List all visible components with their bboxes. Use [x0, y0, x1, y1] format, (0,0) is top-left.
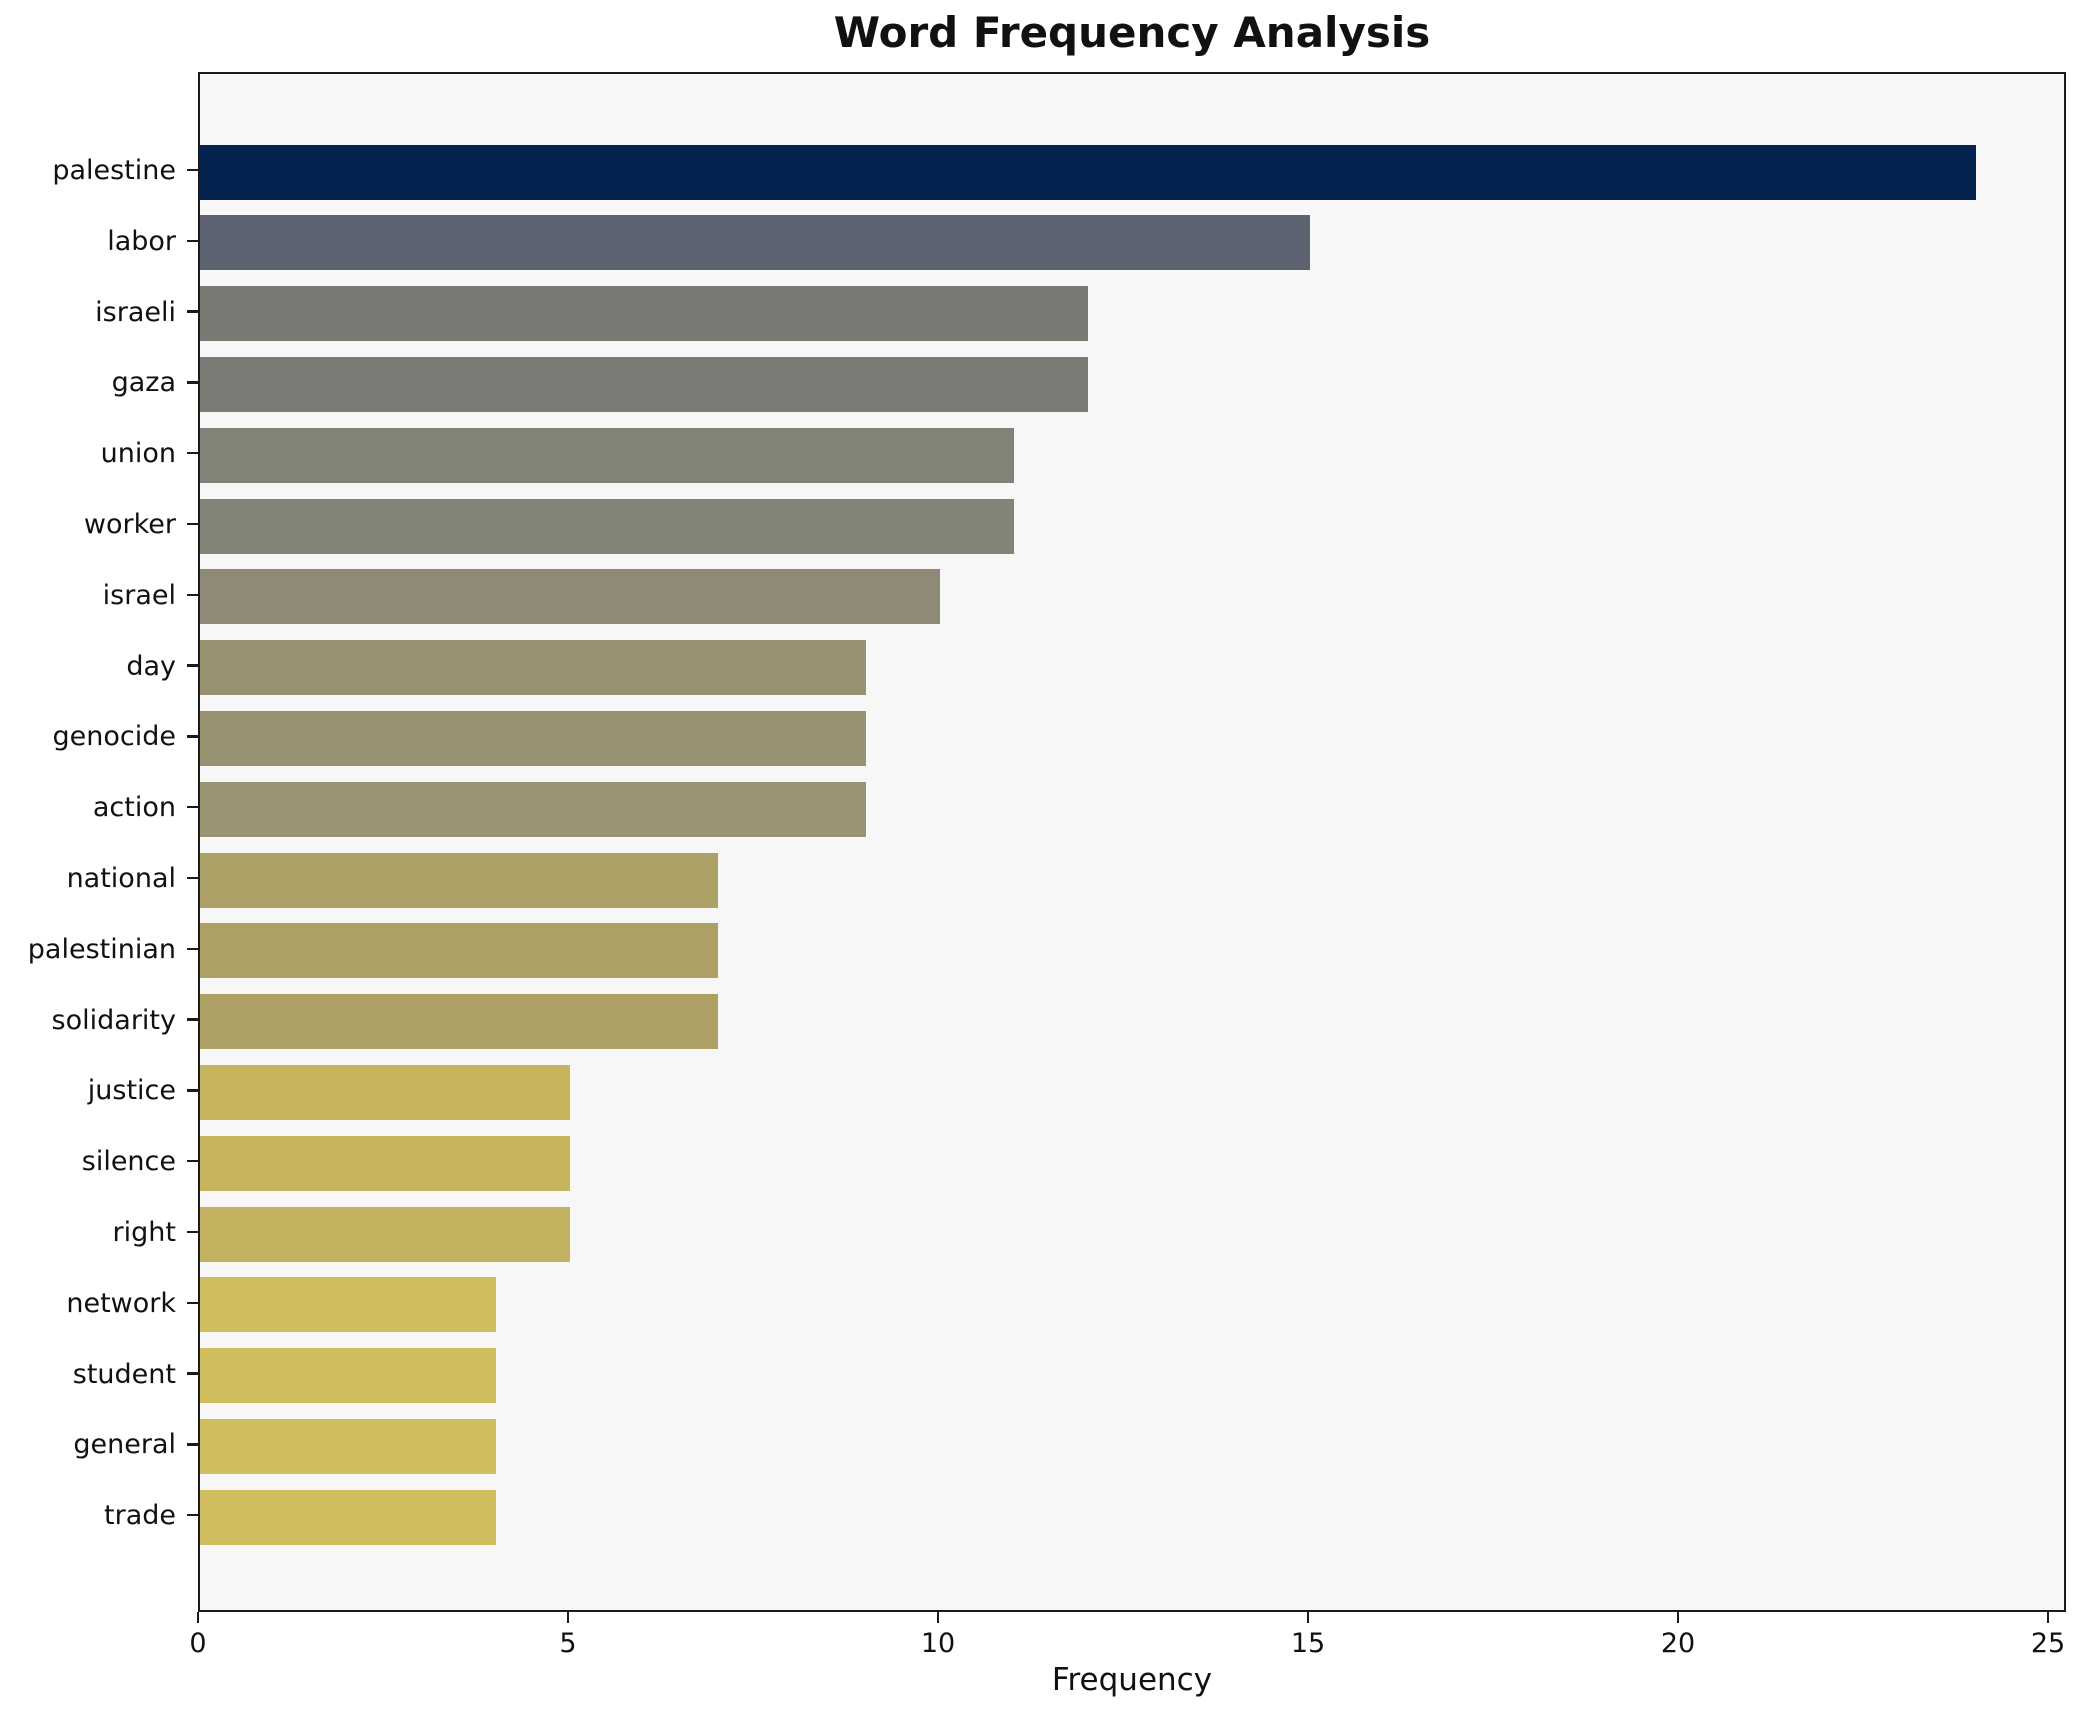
y-tick-label: palestinian: [27, 933, 176, 965]
y-tick-label: solidarity: [51, 1004, 176, 1036]
x-tick-label: 15: [1290, 1628, 1326, 1659]
y-tick-label: worker: [83, 509, 176, 540]
bar-gaza: [200, 356, 1088, 412]
bar-union: [200, 427, 1014, 483]
y-tick: [187, 947, 198, 951]
x-tick-label: 25: [2030, 1628, 2066, 1659]
bar-right: [200, 1206, 570, 1262]
y-tick: [187, 451, 198, 455]
y-tick-label: right: [112, 1217, 176, 1248]
x-tick-label: 0: [189, 1628, 207, 1659]
y-tick: [187, 1089, 198, 1092]
y-tick: [187, 735, 198, 738]
bar-genocide: [200, 710, 866, 766]
bar-palestine: [200, 144, 1976, 200]
x-tick-label: 20: [1660, 1628, 1696, 1659]
bar-student: [200, 1348, 496, 1404]
bar-israel: [200, 569, 940, 625]
y-tick: [187, 381, 198, 384]
y-tick: [187, 593, 198, 597]
y-tick: [187, 1513, 198, 1517]
y-tick-label: gaza: [111, 367, 176, 399]
x-axis-title: Frequency: [1051, 1662, 1213, 1698]
y-tick: [187, 876, 198, 880]
x-tick-label: 10: [920, 1628, 956, 1659]
bar-palestinian: [200, 923, 718, 979]
x-tick: [2046, 1612, 2050, 1623]
bar-day: [200, 640, 866, 696]
y-tick-label: network: [66, 1287, 176, 1319]
y-tick-label: day: [126, 650, 176, 682]
y-tick: [187, 1230, 198, 1234]
y-tick: [187, 1159, 198, 1163]
y-tick-label: silence: [81, 1146, 176, 1178]
x-tick: [1306, 1612, 1310, 1623]
bar-israeli: [200, 286, 1088, 342]
y-tick-label: genocide: [52, 721, 176, 753]
bar-labor: [200, 215, 1310, 271]
y-tick: [187, 664, 198, 667]
y-tick-label: general: [73, 1429, 176, 1461]
y-tick: [187, 1018, 198, 1021]
y-tick-label: trade: [104, 1500, 176, 1532]
y-tick-label: labor: [107, 225, 176, 257]
bar-general: [200, 1418, 496, 1474]
x-tick: [566, 1612, 570, 1623]
y-tick: [187, 1372, 198, 1375]
bar-network: [200, 1277, 496, 1333]
y-tick-label: palestine: [52, 155, 176, 186]
y-tick-label: national: [66, 863, 176, 894]
y-tick-label: action: [92, 792, 176, 824]
x-tick: [1676, 1612, 1680, 1623]
bar-solidarity: [200, 994, 718, 1050]
x-tick: [196, 1612, 200, 1623]
y-tick-label: israeli: [95, 296, 176, 328]
bar-worker: [200, 498, 1014, 554]
bar-silence: [200, 1135, 570, 1191]
y-tick-label: student: [72, 1358, 176, 1390]
y-tick-label: israel: [102, 579, 176, 611]
y-tick-label: union: [100, 438, 176, 470]
bar-action: [200, 781, 866, 837]
bar-national: [200, 852, 718, 908]
bar-trade: [200, 1489, 496, 1545]
y-tick: [187, 168, 198, 172]
y-tick-label: justice: [87, 1075, 176, 1107]
chart-title: Word Frequency Analysis: [833, 8, 1431, 57]
y-tick: [187, 310, 198, 313]
plot-area: [198, 72, 2066, 1612]
y-tick: [187, 522, 198, 526]
x-tick-label: 5: [559, 1628, 577, 1659]
y-tick: [187, 1443, 198, 1446]
y-tick: [187, 1301, 198, 1305]
y-tick: [187, 805, 198, 809]
y-tick: [187, 239, 198, 243]
bar-justice: [200, 1064, 570, 1120]
x-tick: [936, 1612, 940, 1623]
